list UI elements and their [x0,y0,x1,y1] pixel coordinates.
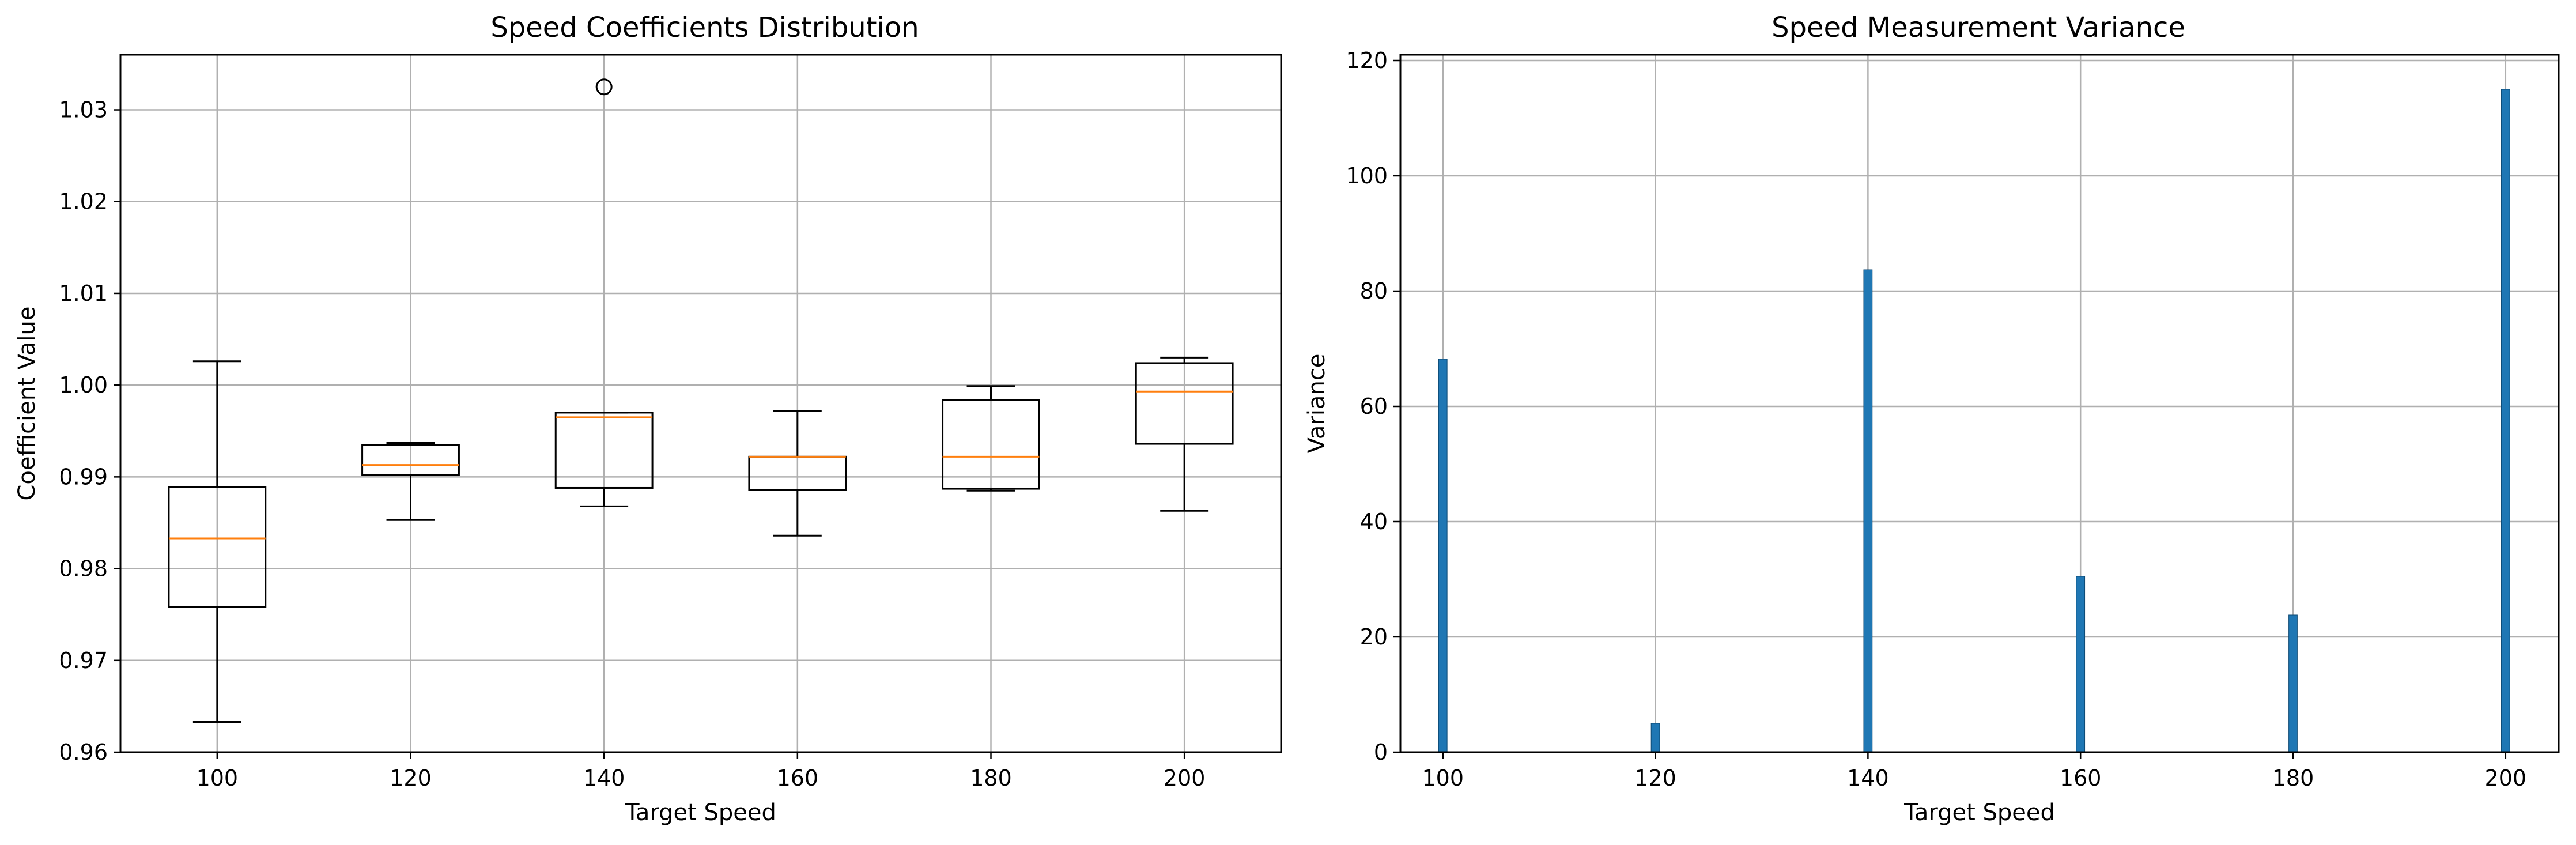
variance-bars [1438,89,2510,753]
variance-x-tick-label: 180 [2272,765,2314,791]
boxplot-x-label: Target Speed [625,799,776,826]
box-iqr [168,486,267,608]
box-iqr [942,399,1040,490]
box-100 [168,360,267,723]
variance-x-tick-label: 200 [2485,765,2527,791]
boxplot-panel: Speed Coefficients Distribution 0.96 0.97… [14,12,1282,826]
variance-y-ticks: 0 20 40 60 80 100 120 [1346,48,1400,765]
boxplot-y-tick-label: 1.00 [59,372,108,398]
boxplot-x-tick-label: 160 [777,765,819,791]
variance-x-label: Target Speed [1903,799,2055,826]
box-180 [942,385,1040,492]
boxplot-grid [120,55,1281,753]
boxplot-frame [119,54,1282,753]
variance-x-tick-label: 100 [1422,765,1464,791]
boxplot-y-ticks: 0.96 0.97 0.98 0.99 1.00 1.01 1.02 1.03 [59,97,120,765]
variance-bar-180 [2288,614,2298,753]
box-120 [361,442,460,521]
boxplot-y-tick-label: 1.01 [59,281,108,306]
variance-bar-200 [2501,89,2510,753]
boxplot-y-tick-label: 0.96 [59,740,108,765]
box-iqr [1135,362,1234,445]
boxplot-x-tick-label: 180 [970,765,1012,791]
box-iqr [554,412,654,489]
boxplot-y-tick-label: 0.97 [59,648,108,673]
boxplot-y-tick-label: 1.02 [59,189,108,214]
variance-x-tick-label: 160 [2060,765,2102,791]
variance-y-tick-label: 120 [1346,48,1388,73]
variance-bar-120 [1650,723,1660,753]
variance-bar-160 [2076,576,2086,753]
variance-y-tick-label: 100 [1346,163,1388,188]
box-160 [748,410,847,537]
boxplot-y-tick-label: 0.99 [59,464,108,489]
boxplot-x-tick-label: 100 [197,765,239,791]
variance-y-tick-label: 80 [1360,278,1388,304]
variance-y-tick-label: 0 [1374,740,1388,765]
boxplot-y-tick-label: 0.98 [59,556,108,582]
variance-bar-100 [1438,359,1448,753]
variance-bar-140 [1863,269,1873,753]
variance-title: Speed Measurement Variance [1772,12,2185,44]
boxplot-boxes [168,78,1234,723]
variance-x-tick-label: 140 [1847,765,1889,791]
boxplot-y-tick-label: 1.03 [59,97,108,123]
variance-y-tick-label: 40 [1360,509,1388,534]
variance-grid [1400,55,2559,753]
box-outlier [595,78,613,96]
boxplot-y-label: Coefficient Value [14,307,40,501]
boxplot-x-tick-label: 200 [1164,765,1206,791]
variance-x-tick-label: 120 [1634,765,1676,791]
boxplot-title: Speed Coefficients Distribution [490,12,919,44]
variance-y-tick-label: 20 [1360,624,1388,650]
boxplot-x-tick-label: 120 [390,765,432,791]
variance-x-ticks: 100 120 140 160 180 200 [1422,752,2526,791]
boxplot-x-tick-label: 140 [583,765,625,791]
box-iqr [361,444,460,476]
boxplot-x-ticks: 100 120 140 160 180 200 [197,752,1206,791]
variance-y-label: Variance [1304,354,1330,454]
box-140 [554,78,654,507]
variance-panel: Speed Measurement Variance 0204060801001… [1304,12,2560,826]
variance-y-tick-label: 60 [1360,394,1388,419]
box-200 [1135,356,1234,512]
variance-frame [1399,54,2560,753]
